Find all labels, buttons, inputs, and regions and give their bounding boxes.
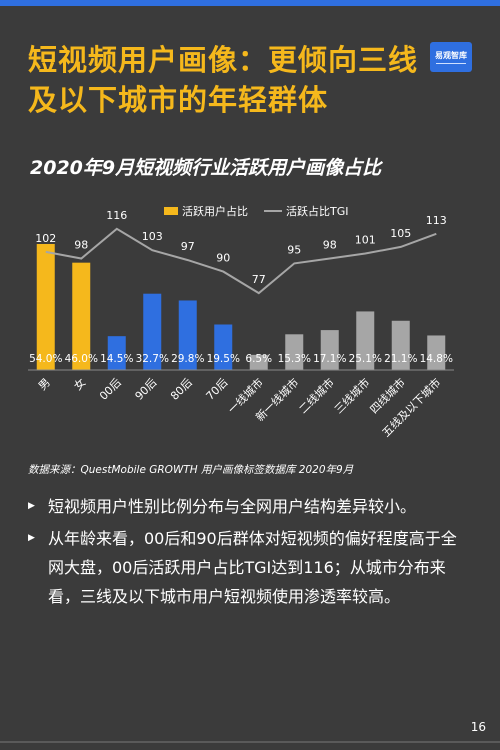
tgi-value-label: 98 bbox=[323, 238, 337, 251]
footer-divider bbox=[0, 741, 500, 743]
bar-value-label: 14.5% bbox=[100, 353, 133, 365]
x-tick-label: 70后 bbox=[204, 376, 231, 403]
bar-value-label: 19.5% bbox=[207, 353, 240, 365]
tgi-value-label: 90 bbox=[216, 252, 230, 265]
tgi-line bbox=[45, 227, 437, 295]
legend-line-label: 活跃占比TGI bbox=[286, 204, 349, 218]
x-tick-label: 三线城市 bbox=[331, 375, 372, 416]
bar-value-label: 14.8% bbox=[420, 353, 453, 365]
bar-value-label: 25.1% bbox=[349, 353, 382, 365]
bar bbox=[320, 330, 339, 370]
logo-text: 易观智库 bbox=[435, 51, 467, 60]
bar bbox=[178, 300, 197, 370]
triangle-bullet-icon: ▶ bbox=[28, 501, 35, 511]
bar-value-label: 17.1% bbox=[313, 353, 346, 365]
data-source: 数据来源：QuestMobile GROWTH 用户画像标签数据库 2020年9… bbox=[28, 464, 354, 476]
bar-value-label: 6.5% bbox=[245, 353, 272, 365]
bar bbox=[143, 293, 162, 370]
chart: 活跃用户占比 活跃占比TGI 102 98 116 103 97 90 77 95 98 101 105… bbox=[28, 204, 454, 440]
tgi-value-label: 105 bbox=[390, 227, 411, 240]
bar bbox=[285, 334, 304, 370]
triangle-bullet-icon: ▶ bbox=[28, 533, 35, 543]
bar-value-label: 54.0% bbox=[29, 353, 62, 365]
bullet-text: 短视频用户性别比例分布与全网用户结构差异较小。 bbox=[48, 497, 417, 516]
bullet-item: ▶ 短视频用户性别比例分布与全网用户结构差异较小。 bbox=[28, 492, 468, 521]
x-tick-label: 二线城市 bbox=[296, 375, 337, 416]
tgi-value-label: 95 bbox=[287, 243, 301, 256]
tgi-value-label: 113 bbox=[426, 214, 447, 227]
bar-value-label: 46.0% bbox=[65, 353, 98, 365]
bullet-item: ▶ 从年龄来看，00后和90后群体对短视频的偏好程度高于全网大盘，00后活跃用户… bbox=[28, 524, 468, 611]
tgi-value-label: 103 bbox=[142, 230, 163, 243]
bar bbox=[427, 335, 446, 370]
x-tick-label: 女 bbox=[71, 375, 89, 393]
bar bbox=[36, 244, 55, 370]
tgi-value-label: 116 bbox=[106, 209, 127, 222]
bar bbox=[214, 324, 233, 370]
x-tick-label: 男 bbox=[36, 376, 53, 393]
tgi-value-label: 77 bbox=[252, 273, 266, 286]
bar bbox=[107, 336, 126, 370]
page-number: 16 bbox=[470, 720, 486, 734]
bullet-text: 从年龄来看，00后和90后群体对短视频的偏好程度高于全网大盘，00后活跃用户占比… bbox=[48, 529, 457, 606]
bar-value-label: 21.1% bbox=[384, 353, 417, 365]
x-tick-label: 80后 bbox=[168, 376, 195, 403]
x-tick-label: 90后 bbox=[133, 376, 160, 403]
logo-underline bbox=[436, 63, 466, 64]
tgi-value-label: 102 bbox=[35, 232, 56, 245]
page-title: 短视频用户画像：更倾向三线及以下城市的年轻群体 bbox=[28, 43, 419, 117]
tgi-value-label: 97 bbox=[181, 240, 195, 253]
brand-logo: 易观智库 bbox=[430, 42, 472, 72]
top-accent-bar bbox=[0, 0, 500, 6]
tgi-value-label: 101 bbox=[355, 234, 376, 247]
chart-title: 2020年9月短视频行业活跃用户画像占比 bbox=[30, 157, 382, 179]
bar-value-label: 32.7% bbox=[136, 353, 169, 365]
bar bbox=[72, 262, 91, 370]
bar bbox=[249, 354, 268, 370]
bar bbox=[391, 320, 410, 370]
bar-value-label: 15.3% bbox=[278, 353, 311, 365]
tgi-value-label: 98 bbox=[74, 238, 88, 251]
bar bbox=[356, 311, 375, 370]
bullet-list: ▶ 短视频用户性别比例分布与全网用户结构差异较小。 ▶ 从年龄来看，00后和90… bbox=[28, 492, 468, 614]
x-tick-label: 00后 bbox=[97, 376, 124, 403]
bar-value-label: 29.8% bbox=[171, 353, 204, 365]
legend-bar-label: 活跃用户占比 bbox=[182, 204, 248, 218]
legend-bar-swatch bbox=[164, 207, 178, 215]
